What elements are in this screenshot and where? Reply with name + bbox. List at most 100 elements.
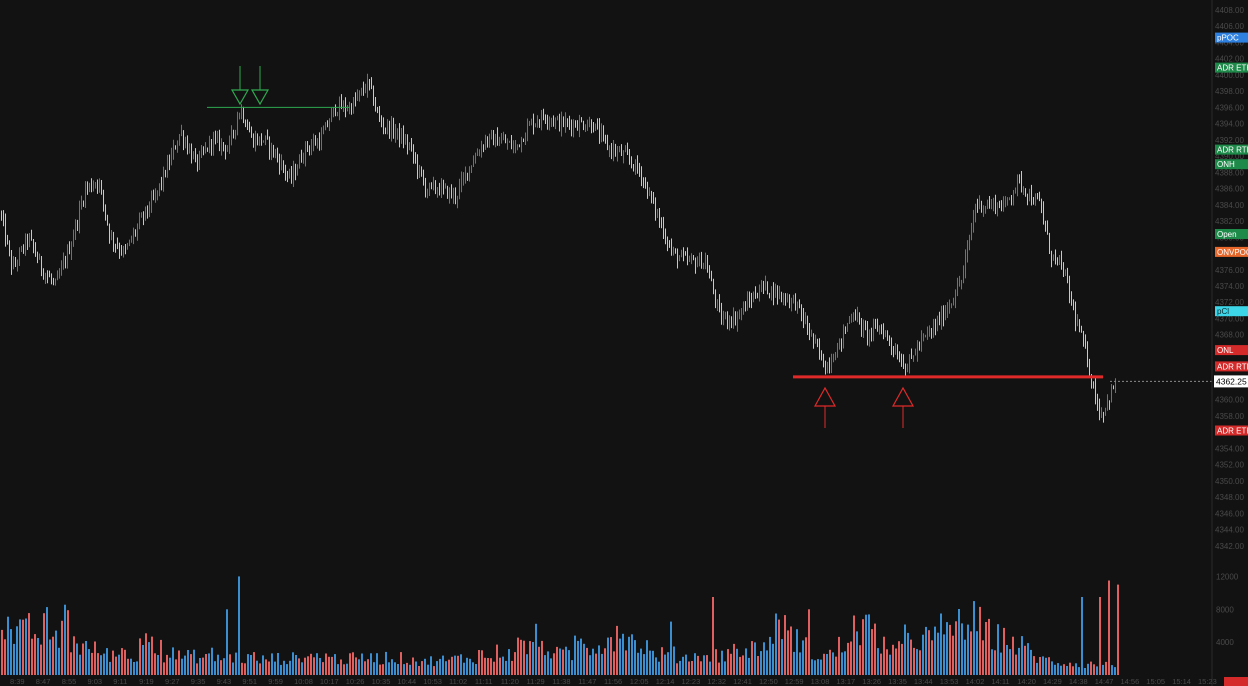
green-arrow-head[interactable]	[230, 89, 250, 106]
volume-bar	[274, 661, 276, 675]
volume-bar	[34, 634, 36, 675]
volume-bar	[121, 648, 123, 675]
volume-bar	[88, 649, 90, 675]
volume-bar	[631, 634, 633, 675]
volume-bar	[862, 619, 864, 675]
volume-bar	[472, 662, 474, 675]
time-tick-label: 11:20	[501, 677, 519, 686]
volume-bar	[67, 610, 69, 675]
volume-bar	[190, 654, 192, 675]
volume-bar	[238, 576, 240, 675]
level-tag-bg	[1215, 229, 1248, 239]
green-arrow-head[interactable]	[250, 89, 270, 106]
volume-bar	[76, 643, 78, 675]
volume-bar	[1003, 627, 1005, 675]
volume-bar	[352, 652, 354, 675]
volume-bar	[1078, 667, 1080, 675]
volume-bar	[523, 640, 525, 675]
volume-bar	[997, 624, 999, 675]
volume-bar	[1018, 647, 1020, 675]
volume-bar	[436, 661, 438, 675]
volume-bar	[670, 621, 672, 675]
volume-bar	[679, 660, 681, 675]
time-tick-label: 15:14	[1172, 677, 1191, 686]
volume-bar	[550, 658, 552, 675]
volume-bar	[982, 640, 984, 675]
volume-bar	[1027, 643, 1029, 675]
level-labels: pPOC ADR ETH ADR RTH ONH Open ONVPOC pCl ONL ADR…	[1214, 32, 1248, 436]
time-tick-label: 12:32	[707, 677, 726, 686]
volume-bar	[715, 649, 717, 675]
volume-bar	[934, 626, 936, 675]
time-tick-label: 9:35	[191, 677, 206, 686]
volume-bar	[4, 639, 6, 675]
level-tag-bg	[1215, 306, 1248, 317]
volume-bar	[946, 622, 948, 675]
volume-bar	[85, 641, 87, 675]
volume-bar	[331, 656, 333, 675]
time-tick-label: 12:50	[759, 677, 778, 686]
drawing-annotations[interactable]	[207, 66, 1212, 428]
volume-bar	[103, 653, 105, 675]
volume-bar	[361, 653, 363, 675]
volume-bar	[754, 642, 756, 675]
volume-bar	[832, 652, 834, 675]
price-tick-label: 4370.00	[1215, 315, 1244, 324]
volume-bar	[412, 657, 414, 675]
volume-bar	[31, 638, 33, 675]
volume-bar	[700, 661, 702, 675]
volume-bar	[1081, 597, 1083, 675]
time-tick-label: 13:35	[888, 677, 907, 686]
volume-bar	[706, 655, 708, 675]
volume-bar	[724, 661, 726, 675]
level-tag-bg	[1215, 246, 1248, 257]
volume-bar	[634, 640, 636, 675]
volume-bar	[133, 662, 135, 675]
volume-bar	[70, 652, 72, 675]
price-axis[interactable]: 4408.00 4406.00 4404.00 4402.00 4400.00 4398.…	[1211, 0, 1244, 686]
volume-bar	[517, 637, 519, 675]
volume-bar	[157, 655, 159, 675]
time-tick-label: 14:02	[966, 677, 985, 686]
volume-bar	[1021, 636, 1023, 675]
volume-bar	[673, 646, 675, 675]
volume-bar	[178, 650, 180, 675]
volume-bar	[25, 618, 27, 675]
volume-bar	[232, 662, 234, 675]
time-tick-label: 8:47	[36, 677, 51, 686]
volume-bar	[709, 661, 711, 675]
level-tag: ADR RTH	[1215, 361, 1248, 372]
volume-bar	[667, 652, 669, 675]
volume-bar	[889, 654, 891, 675]
price-tick-label: 4376.00	[1215, 266, 1244, 275]
volume-bar	[688, 661, 690, 675]
time-axis[interactable]: 8:39 8:47 8:55 9:03 9:11 9:19 9:27 9:35 9:43 9:51…	[10, 677, 1248, 686]
volume-bar	[511, 660, 513, 675]
volume-bar	[163, 662, 165, 675]
level-tag-bg	[1215, 159, 1248, 170]
volume-bar	[961, 623, 963, 675]
volume-bar	[949, 624, 951, 675]
price-tick-label: 4360.00	[1215, 396, 1244, 405]
price-tick-label: 4382.00	[1215, 217, 1244, 226]
level-tag: ADR RTH	[1215, 144, 1248, 155]
volume-bar	[160, 639, 162, 675]
volume-bar	[1051, 661, 1053, 675]
volume-bar	[991, 649, 993, 675]
volume-bar	[415, 661, 417, 675]
price-tick-label: 4354.00	[1215, 444, 1244, 453]
red-arrow-head[interactable]	[813, 386, 837, 407]
volume-bar	[79, 654, 81, 675]
volume-bar	[661, 647, 663, 675]
volume-bar	[19, 619, 21, 675]
volume-bar	[1033, 656, 1035, 675]
volume-bar	[460, 654, 462, 675]
volume-bar	[397, 664, 399, 675]
red-arrow-head[interactable]	[891, 386, 915, 407]
volume-bar	[1012, 636, 1014, 675]
time-tick-label: 8:39	[10, 677, 25, 686]
level-tag-label: ADR ETH	[1217, 427, 1248, 436]
volume-bar	[505, 660, 507, 675]
